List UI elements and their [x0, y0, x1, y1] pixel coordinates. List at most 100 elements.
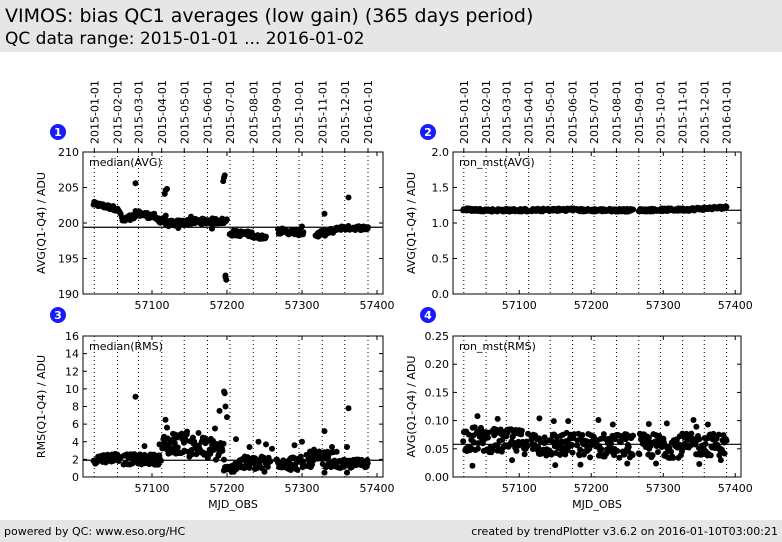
y-tick-label: 2 — [72, 453, 79, 466]
data-point — [132, 180, 139, 187]
data-point — [587, 454, 594, 461]
data-point — [195, 429, 202, 436]
y-tick-label: 190 — [58, 288, 79, 301]
data-point — [170, 430, 176, 437]
y-tick-label: 0.0 — [432, 288, 450, 301]
y-tick-label: 1.0 — [432, 217, 450, 230]
data-point — [220, 440, 227, 447]
data-point — [141, 443, 148, 450]
date-tick-label: 2015-09-01 — [271, 80, 284, 144]
data-point — [630, 432, 637, 439]
data-point — [715, 431, 722, 438]
data-point — [624, 460, 631, 467]
y-tick-label: 12 — [65, 365, 79, 378]
x-axis-label: MJD_OBS — [572, 498, 622, 511]
x-tick-label: 57400 — [718, 482, 753, 495]
x-tick-label: 57400 — [718, 299, 753, 312]
data-point — [212, 425, 218, 432]
y-tick-label: 0.15 — [425, 386, 450, 399]
data-point — [536, 415, 543, 422]
data-point — [460, 438, 467, 445]
date-tick-label: 2015-07-01 — [224, 80, 237, 144]
chart-panel-4: 0.00 0.05 0.10 0.15 0.20 0.25 57100 57200 57300 5… — [405, 307, 753, 511]
data-point — [333, 448, 340, 455]
page-header: VIMOS: bias QC1 averages (low gain) (365… — [0, 0, 782, 52]
y-tick-label: 0.5 — [432, 253, 450, 266]
x-tick-label: 57200 — [210, 482, 245, 495]
data-point — [321, 469, 328, 476]
x-tick-label: 57200 — [574, 299, 609, 312]
data-point — [261, 468, 268, 475]
data-point — [287, 466, 294, 473]
y-tick-label: 0.10 — [425, 415, 450, 428]
data-point — [499, 436, 506, 443]
data-point — [300, 229, 307, 236]
date-tick-label: 2015-06-01 — [202, 80, 215, 144]
data-point — [222, 272, 229, 279]
data-point — [600, 431, 607, 438]
data-point — [269, 445, 275, 452]
data-point — [484, 434, 491, 441]
data-point — [723, 204, 730, 211]
date-tick-label: 2016-01-01 — [721, 80, 734, 144]
y-tick-label: 8 — [72, 401, 79, 414]
footer-credit: powered by QC: www.eso.org/HC — [4, 525, 186, 538]
data-point — [345, 405, 352, 412]
data-point — [690, 417, 697, 424]
data-point — [528, 436, 535, 443]
data-point — [254, 465, 260, 472]
x-tick-label: 57300 — [285, 482, 320, 495]
data-point — [704, 421, 711, 428]
date-tick-label: 2015-01-01 — [458, 80, 471, 144]
y-tick-label: 4 — [72, 436, 79, 449]
data-point — [209, 225, 215, 232]
data-point — [653, 460, 660, 467]
data-point — [577, 461, 584, 468]
date-tick-label: 2015-06-01 — [567, 80, 580, 144]
data-point — [625, 443, 632, 450]
data-point — [264, 463, 271, 470]
data-point — [636, 451, 643, 458]
data-point — [156, 441, 163, 448]
data-point — [223, 216, 230, 223]
page-subtitle: QC data range: 2015-01-01 ... 2016-01-02 — [5, 29, 365, 49]
data-point — [717, 457, 724, 464]
panel-number-text: 4 — [424, 309, 432, 322]
plot-frame — [452, 335, 742, 478]
data-point — [688, 430, 695, 437]
footer-created: created by trendPlotter v3.6.2 on 2016-0… — [471, 525, 778, 538]
panel-number-text: 3 — [54, 309, 62, 322]
data-point — [583, 438, 590, 445]
data-point — [577, 446, 584, 453]
data-point — [654, 448, 661, 455]
date-tick-label: 2015-08-01 — [247, 80, 260, 144]
data-point — [345, 194, 352, 201]
data-point — [224, 414, 230, 421]
y-tick-label: 205 — [58, 182, 79, 195]
data-point — [721, 450, 728, 457]
data-point — [710, 430, 717, 437]
data-point — [670, 454, 677, 461]
data-point — [222, 403, 229, 410]
data-point — [255, 438, 262, 445]
data-point — [474, 413, 481, 420]
data-point — [474, 445, 481, 452]
data-point — [622, 436, 629, 443]
data-point — [184, 428, 191, 435]
x-tick-label: 57200 — [574, 482, 609, 495]
data-point — [327, 464, 334, 471]
data-point — [552, 462, 559, 469]
x-tick-label: 57100 — [135, 299, 170, 312]
panel-number-text: 2 — [424, 126, 432, 139]
data-point — [595, 417, 602, 424]
x-axis-label: MJD_OBS — [208, 498, 258, 511]
y-tick-label: 0 — [72, 471, 79, 484]
date-tick-label: 2015-09-01 — [633, 80, 646, 144]
data-point — [221, 172, 228, 179]
data-point — [162, 212, 169, 219]
data-point — [164, 424, 170, 431]
data-point — [207, 450, 214, 457]
data-point — [723, 437, 730, 444]
data-point — [696, 461, 703, 468]
date-tick-label: 2015-05-01 — [544, 80, 557, 144]
